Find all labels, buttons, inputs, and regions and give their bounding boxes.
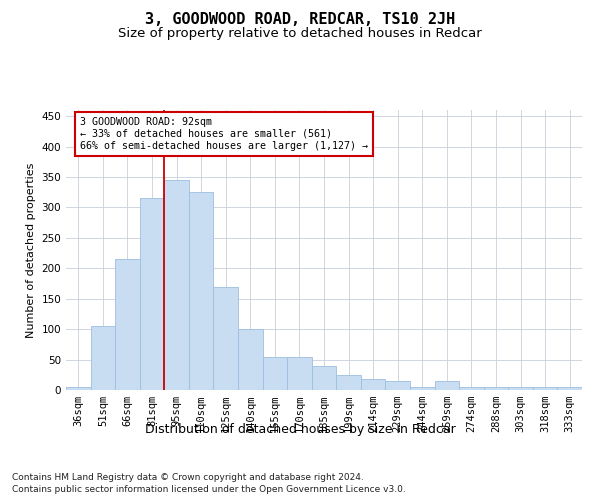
Bar <box>164 180 189 390</box>
Bar <box>263 356 287 390</box>
Bar <box>361 379 385 390</box>
Text: 3, GOODWOOD ROAD, REDCAR, TS10 2JH: 3, GOODWOOD ROAD, REDCAR, TS10 2JH <box>145 12 455 28</box>
Bar <box>557 387 582 390</box>
Text: 3 GOODWOOD ROAD: 92sqm
← 33% of detached houses are smaller (561)
66% of semi-de: 3 GOODWOOD ROAD: 92sqm ← 33% of detached… <box>80 118 368 150</box>
Bar <box>238 329 263 390</box>
Bar <box>115 259 140 390</box>
Bar <box>287 356 312 390</box>
Bar <box>434 381 459 390</box>
Bar <box>140 198 164 390</box>
Bar <box>459 387 484 390</box>
Text: Distribution of detached houses by size in Redcar: Distribution of detached houses by size … <box>145 422 455 436</box>
Bar <box>533 387 557 390</box>
Bar <box>508 387 533 390</box>
Bar <box>214 286 238 390</box>
Bar <box>312 366 336 390</box>
Bar <box>66 387 91 390</box>
Bar <box>385 381 410 390</box>
Y-axis label: Number of detached properties: Number of detached properties <box>26 162 36 338</box>
Bar <box>484 387 508 390</box>
Text: Contains HM Land Registry data © Crown copyright and database right 2024.: Contains HM Land Registry data © Crown c… <box>12 472 364 482</box>
Bar <box>410 387 434 390</box>
Text: Size of property relative to detached houses in Redcar: Size of property relative to detached ho… <box>118 28 482 40</box>
Bar <box>336 375 361 390</box>
Bar <box>189 192 214 390</box>
Text: Contains public sector information licensed under the Open Government Licence v3: Contains public sector information licen… <box>12 485 406 494</box>
Bar <box>91 326 115 390</box>
